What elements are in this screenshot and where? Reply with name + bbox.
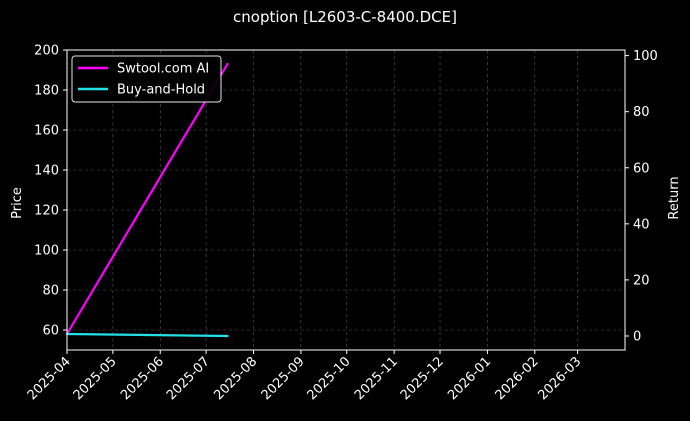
- chart-title: cnoption [L2603-C-8400.DCE]: [233, 8, 457, 26]
- x-tick-label: 2026-02: [493, 354, 542, 403]
- y-right-tick-label: 20: [633, 273, 650, 288]
- legend-box: [71, 55, 222, 103]
- y-left-tick-label: 120: [34, 204, 59, 219]
- y-right-tick-label: 0: [633, 329, 641, 344]
- x-tick-label: 2025-05: [71, 354, 120, 403]
- y-right-tick-label: 60: [633, 161, 650, 176]
- x-tick-label: 2025-04: [25, 354, 74, 403]
- y-right-tick-label: 80: [633, 105, 650, 120]
- legend-label: Swtool.com AI: [117, 62, 209, 77]
- x-tick-label: 2026-03: [535, 354, 584, 403]
- y-axis-left-label: Price: [10, 187, 25, 219]
- y-axis-left: 60 80 100 120 140 160 180 200: [34, 44, 67, 339]
- y-right-tick-label: 40: [633, 217, 650, 232]
- y-left-tick-label: 80: [42, 284, 59, 299]
- x-tick-label: 2025-12: [398, 354, 447, 403]
- y-right-tick-label: 100: [633, 49, 658, 64]
- series-line-0: [65, 62, 229, 336]
- y-axis-right: 0 20 40 60 80 100: [625, 49, 658, 344]
- x-tick-label: 2025-06: [118, 354, 167, 403]
- x-tick-label: 2025-10: [305, 354, 354, 403]
- x-tick-label: 2025-08: [211, 354, 260, 403]
- x-tick-label: 2025-07: [164, 354, 213, 403]
- legend: Swtool.com AI Buy-and-Hold: [71, 55, 222, 103]
- series-layer: [65, 62, 229, 338]
- y-left-tick-label: 200: [34, 44, 59, 59]
- legend-label: Buy-and-Hold: [117, 83, 205, 98]
- x-tick-label: 2026-01: [445, 354, 494, 403]
- y-left-tick-label: 60: [42, 324, 59, 339]
- y-left-tick-label: 140: [34, 164, 59, 179]
- y-left-tick-label: 180: [34, 84, 59, 99]
- x-tick-label: 2025-11: [352, 354, 401, 403]
- y-axis-right-label: Return: [667, 176, 682, 219]
- y-left-tick-label: 160: [34, 124, 59, 139]
- x-axis: 2025-042025-052025-062025-072025-082025-…: [25, 350, 584, 403]
- grid-lines: [66, 49, 625, 350]
- series-line-1: [65, 332, 229, 338]
- plot-frame: [66, 49, 626, 351]
- x-tick-label: 2025-09: [259, 354, 308, 403]
- y-left-tick-label: 100: [34, 244, 59, 259]
